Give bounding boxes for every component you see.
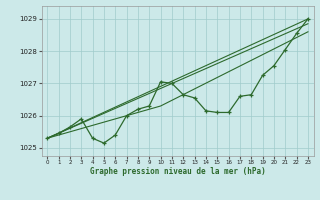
X-axis label: Graphe pression niveau de la mer (hPa): Graphe pression niveau de la mer (hPa)	[90, 167, 266, 176]
